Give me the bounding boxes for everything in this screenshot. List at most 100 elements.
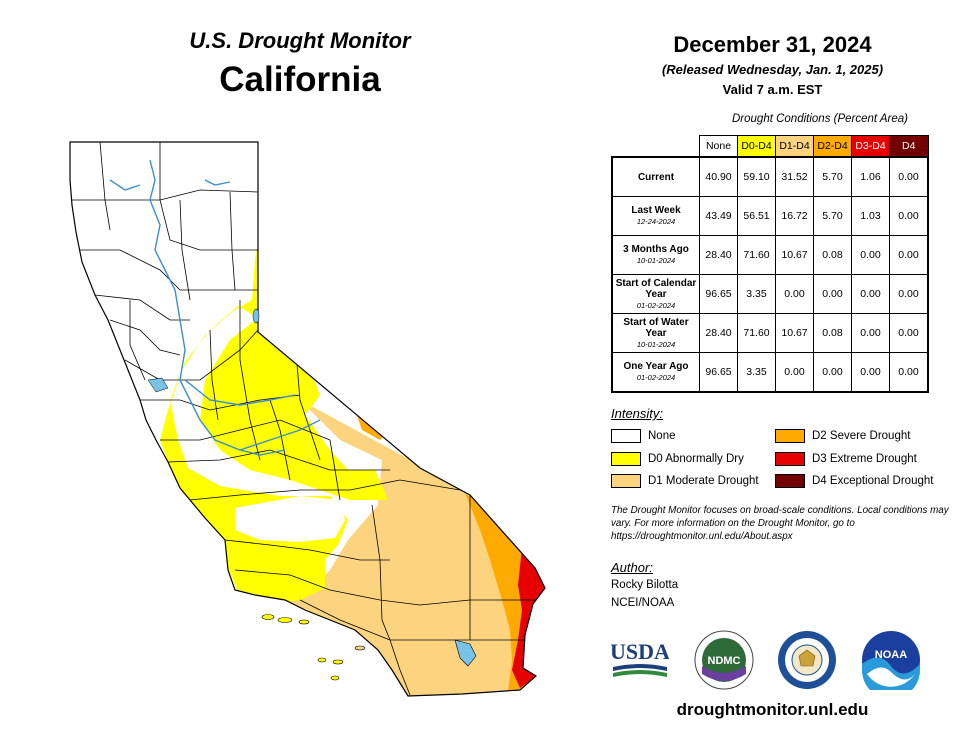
legend-label: D2 Severe Drought — [812, 430, 911, 442]
legend-swatch — [775, 474, 805, 488]
table-cell: 28.40 — [699, 313, 738, 353]
table-cell: 0.00 — [889, 313, 929, 353]
legend-swatch — [611, 452, 641, 466]
table-cell: 0.00 — [889, 196, 929, 236]
table-cell: 10.67 — [775, 235, 814, 275]
table-cell: 0.00 — [813, 274, 852, 314]
table-cell: 0.00 — [851, 235, 890, 275]
table-cell: 56.51 — [737, 196, 776, 236]
row-date: 12-24-2024 — [636, 217, 676, 226]
table-cell: 43.49 — [699, 196, 738, 236]
svg-text:USDA: USDA — [611, 639, 669, 664]
col-header-d1-d4: D1-D4 — [775, 135, 814, 158]
california-drought-map — [69, 141, 546, 697]
legend-item-d2: D2 Severe Drought — [775, 428, 910, 444]
ndmc-logo: NDMC — [694, 630, 754, 690]
legend-item-none: None — [611, 428, 676, 444]
row-label: Start of Water Year — [623, 316, 689, 339]
drought-conditions-table: None D0-D4 D1-D4 D2-D4 D3-D4 D4 Current … — [611, 135, 929, 393]
table-cell: 0.00 — [889, 235, 929, 275]
catalina-island — [354, 645, 366, 651]
table-cell: 0.00 — [775, 352, 814, 393]
author-heading: Author: — [611, 560, 653, 575]
svg-text:NOAA: NOAA — [875, 649, 907, 661]
legend-swatch — [775, 429, 805, 443]
svg-text:NDMC: NDMC — [708, 655, 741, 667]
table-cell: 5.70 — [813, 156, 852, 197]
table-cell: 71.60 — [737, 313, 776, 353]
table-cell: 0.08 — [813, 313, 852, 353]
col-header-d4: D4 — [889, 135, 929, 158]
author-organization: NCEI/NOAA — [611, 597, 675, 609]
table-cell: 0.00 — [851, 274, 890, 314]
disclaimer-note: The Drought Monitor focuses on broad-sca… — [611, 505, 949, 542]
table-cell: 0.00 — [889, 156, 929, 197]
table-row: Last Week 12-24-2024 43.49 56.51 16.72 5.… — [611, 196, 929, 236]
legend-label: D1 Moderate Drought — [648, 475, 759, 487]
channel-islands — [261, 614, 344, 681]
legend-item-d0: D0 Abnormally Dry — [611, 451, 744, 467]
table-cell: 28.40 — [699, 235, 738, 275]
map-white-pocket — [235, 496, 345, 542]
state-name: California — [219, 60, 381, 99]
col-header-d2-d4: D2-D4 — [813, 135, 852, 158]
map-d2-area — [465, 493, 545, 692]
table-row: Start of Water Year 10-01-2024 28.40 71.6… — [611, 313, 929, 353]
legend-label: D4 Exceptional Drought — [812, 475, 934, 487]
legend-swatch — [775, 452, 805, 466]
legend-title: Intensity: — [611, 406, 664, 421]
table-cell: 71.60 — [737, 235, 776, 275]
col-header-d0-d4: D0-D4 — [737, 135, 776, 158]
col-header-none: None — [699, 135, 738, 158]
table-cell: 0.00 — [813, 352, 852, 393]
table-cell: 0.00 — [775, 274, 814, 314]
noaa-logo: NOAA — [861, 630, 921, 699]
row-date: 01-02-2024 — [636, 300, 676, 310]
table-cell: 0.00 — [889, 352, 929, 393]
table-cell: 96.65 — [699, 352, 738, 393]
table-cell: 40.90 — [699, 156, 738, 197]
table-cell: 0.00 — [851, 313, 890, 353]
bay-water — [147, 377, 169, 393]
table-cell: 3.35 — [737, 352, 776, 393]
table-cell: 5.70 — [813, 196, 852, 236]
row-date: 10-01-2024 — [636, 339, 676, 349]
table-cell: 0.00 — [889, 274, 929, 314]
legend-label: D3 Extreme Drought — [812, 453, 917, 465]
row-label: Start of Calendar Year — [615, 277, 697, 300]
table-row: One Year Ago 01-02-2024 96.65 3.35 0.00 0… — [611, 352, 929, 393]
salton-sea — [454, 639, 477, 667]
row-label: Last Week — [631, 205, 681, 216]
row-label: 3 Months Ago — [623, 244, 689, 255]
rivers — [109, 159, 321, 456]
row-label: Current — [637, 171, 675, 183]
legend-item-d4: D4 Exceptional Drought — [775, 473, 933, 489]
table-cell: 16.72 — [775, 196, 814, 236]
table-row: 3 Months Ago 10-01-2024 28.40 71.60 10.67… — [611, 235, 929, 275]
legend-label: None — [648, 430, 676, 442]
table-row: Current 40.90 59.10 31.52 5.70 1.06 0.00 — [611, 156, 929, 197]
table-caption: Drought Conditions (Percent Area) — [732, 113, 908, 125]
author-name: Rocky Bilotta — [611, 579, 679, 591]
valid-time: Valid 7 a.m. EST — [722, 82, 823, 97]
table-cell: 0.08 — [813, 235, 852, 275]
map-product-title: U.S. Drought Monitor — [189, 28, 411, 53]
map-d3-area — [512, 548, 545, 688]
table-cell: 96.65 — [699, 274, 738, 314]
legend-item-d1: D1 Moderate Drought — [611, 473, 759, 489]
col-header-d3-d4: D3-D4 — [851, 135, 890, 158]
legend-item-d3: D3 Extreme Drought — [775, 451, 917, 467]
usda-logo: USDA — [610, 637, 670, 681]
county-boundaries — [70, 142, 540, 696]
map-date: December 31, 2024 — [673, 32, 872, 57]
table-cell: 1.03 — [851, 196, 890, 236]
table-cell: 59.10 — [737, 156, 776, 197]
row-date: 01-02-2024 — [636, 373, 676, 382]
table-cell: 10.67 — [775, 313, 814, 353]
table-cell: 0.00 — [851, 352, 890, 393]
legend-swatch — [611, 429, 641, 443]
table-row: Start of Calendar Year 01-02-2024 96.65 3… — [611, 274, 929, 314]
website-url[interactable]: droughtmonitor.unl.edu — [676, 700, 869, 719]
table-cell: 1.06 — [851, 156, 890, 197]
table-cell: 3.35 — [737, 274, 776, 314]
